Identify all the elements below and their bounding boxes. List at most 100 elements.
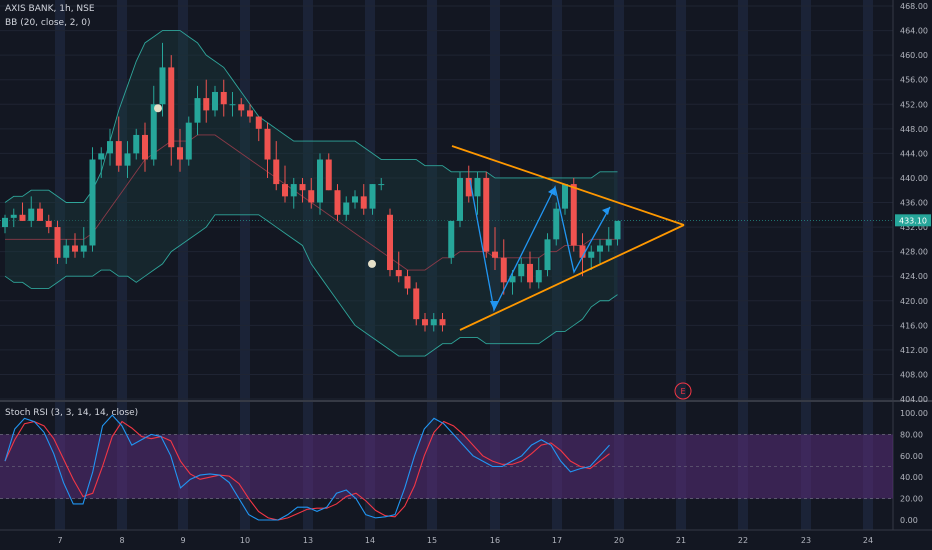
candle[interactable] bbox=[37, 202, 43, 221]
time-axis[interactable]: 7 8 9 10 13 14 15 16 17 20 21 22 23 24 bbox=[0, 529, 932, 545]
candle[interactable] bbox=[457, 171, 463, 228]
candle[interactable] bbox=[378, 177, 385, 191]
candle[interactable] bbox=[360, 184, 367, 215]
candle[interactable] bbox=[282, 165, 288, 203]
candle[interactable] bbox=[159, 42, 166, 117]
candle[interactable] bbox=[28, 196, 35, 228]
candle[interactable] bbox=[89, 147, 96, 252]
candle[interactable] bbox=[422, 313, 428, 332]
candle[interactable] bbox=[465, 165, 472, 203]
price-axis[interactable]: 468.00 464.00 460.00 456.00 452.00 448.00 444.… bbox=[895, 2, 931, 525]
candlesticks[interactable] bbox=[2, 42, 621, 332]
candle[interactable] bbox=[518, 257, 525, 283]
candle[interactable] bbox=[150, 85, 157, 166]
candle[interactable] bbox=[98, 147, 105, 178]
symbol-legend[interactable]: AXIS BANK, 1h, NSE bbox=[5, 4, 95, 14]
candle[interactable] bbox=[63, 239, 70, 264]
candle[interactable] bbox=[124, 141, 131, 178]
candle[interactable] bbox=[570, 177, 577, 252]
drawings[interactable] bbox=[451, 145, 685, 331]
candle-body bbox=[614, 220, 621, 240]
candle[interactable] bbox=[387, 208, 393, 277]
dividend-marker-icon[interactable] bbox=[154, 104, 162, 113]
candle[interactable] bbox=[562, 184, 568, 215]
candle[interactable] bbox=[430, 313, 437, 332]
event-marker[interactable]: E bbox=[674, 382, 692, 400]
candle[interactable] bbox=[299, 177, 306, 203]
candle[interactable] bbox=[500, 239, 507, 295]
candle[interactable] bbox=[527, 251, 533, 289]
candle[interactable] bbox=[597, 239, 603, 264]
candle[interactable] bbox=[614, 220, 621, 246]
candle[interactable] bbox=[579, 233, 586, 277]
candle[interactable] bbox=[404, 270, 411, 295]
trendline-lower[interactable] bbox=[459, 224, 685, 331]
candle[interactable] bbox=[10, 208, 17, 228]
candle[interactable] bbox=[369, 184, 376, 215]
candle[interactable] bbox=[317, 153, 323, 215]
candle[interactable] bbox=[290, 177, 297, 209]
candle[interactable] bbox=[133, 128, 140, 160]
candle[interactable] bbox=[605, 227, 612, 252]
candle-body bbox=[194, 98, 201, 123]
candle[interactable] bbox=[474, 171, 481, 215]
candle[interactable] bbox=[238, 98, 245, 117]
candle[interactable] bbox=[255, 116, 262, 142]
candle[interactable] bbox=[212, 85, 218, 117]
candle[interactable] bbox=[343, 196, 350, 221]
symbol-name: AXIS BANK bbox=[5, 4, 54, 14]
candle[interactable] bbox=[229, 91, 236, 117]
candle[interactable] bbox=[72, 233, 78, 258]
candle[interactable] bbox=[115, 116, 122, 172]
candle-body bbox=[72, 245, 78, 252]
candle[interactable] bbox=[492, 227, 498, 271]
trendline-upper[interactable] bbox=[451, 145, 685, 226]
price-tick-label: 420.00 bbox=[900, 297, 928, 306]
candle-body bbox=[28, 208, 35, 221]
candle[interactable] bbox=[142, 122, 148, 172]
candle[interactable] bbox=[264, 122, 271, 178]
candle-body bbox=[220, 91, 227, 105]
candle[interactable] bbox=[19, 202, 26, 221]
candle[interactable] bbox=[413, 282, 420, 326]
price-tick-label: 460.00 bbox=[900, 51, 928, 60]
candle[interactable] bbox=[483, 171, 490, 258]
candle[interactable] bbox=[325, 153, 332, 191]
dividend-marker-icon[interactable] bbox=[368, 259, 376, 268]
candle[interactable] bbox=[107, 128, 113, 166]
price-tick-label: 456.00 bbox=[900, 76, 928, 85]
candle[interactable] bbox=[553, 202, 560, 246]
candle[interactable] bbox=[203, 79, 210, 123]
candle[interactable] bbox=[544, 233, 551, 277]
stoch-tick-label: 80.00 bbox=[900, 430, 923, 439]
candle-body bbox=[605, 239, 612, 246]
stoch-legend[interactable]: Stoch RSI (3, 3, 14, 14, close) bbox=[5, 408, 139, 418]
candle-body bbox=[465, 177, 472, 197]
candle-body bbox=[80, 245, 87, 252]
candle[interactable] bbox=[194, 85, 201, 135]
bb-legend[interactable]: BB (20, close, 2, 0) bbox=[5, 18, 91, 28]
candle[interactable] bbox=[352, 190, 358, 209]
candle[interactable] bbox=[220, 79, 227, 117]
candle[interactable] bbox=[535, 257, 542, 289]
candle[interactable] bbox=[395, 251, 402, 283]
candle[interactable] bbox=[308, 177, 315, 209]
candle[interactable] bbox=[2, 214, 8, 234]
candle[interactable] bbox=[45, 214, 52, 234]
candle-body bbox=[474, 177, 481, 197]
candle[interactable] bbox=[448, 220, 455, 264]
candle[interactable] bbox=[588, 245, 595, 271]
candle-body bbox=[150, 104, 157, 160]
candle-body bbox=[527, 263, 533, 283]
event-marker-icon[interactable] bbox=[674, 382, 692, 400]
candle[interactable] bbox=[177, 128, 183, 172]
candle[interactable] bbox=[80, 227, 87, 258]
candle[interactable] bbox=[54, 220, 61, 264]
candle[interactable] bbox=[439, 313, 446, 332]
candle[interactable] bbox=[185, 116, 192, 166]
candle[interactable] bbox=[168, 55, 175, 166]
candle[interactable] bbox=[273, 141, 280, 191]
candle[interactable] bbox=[247, 104, 253, 123]
candle[interactable] bbox=[334, 184, 341, 221]
